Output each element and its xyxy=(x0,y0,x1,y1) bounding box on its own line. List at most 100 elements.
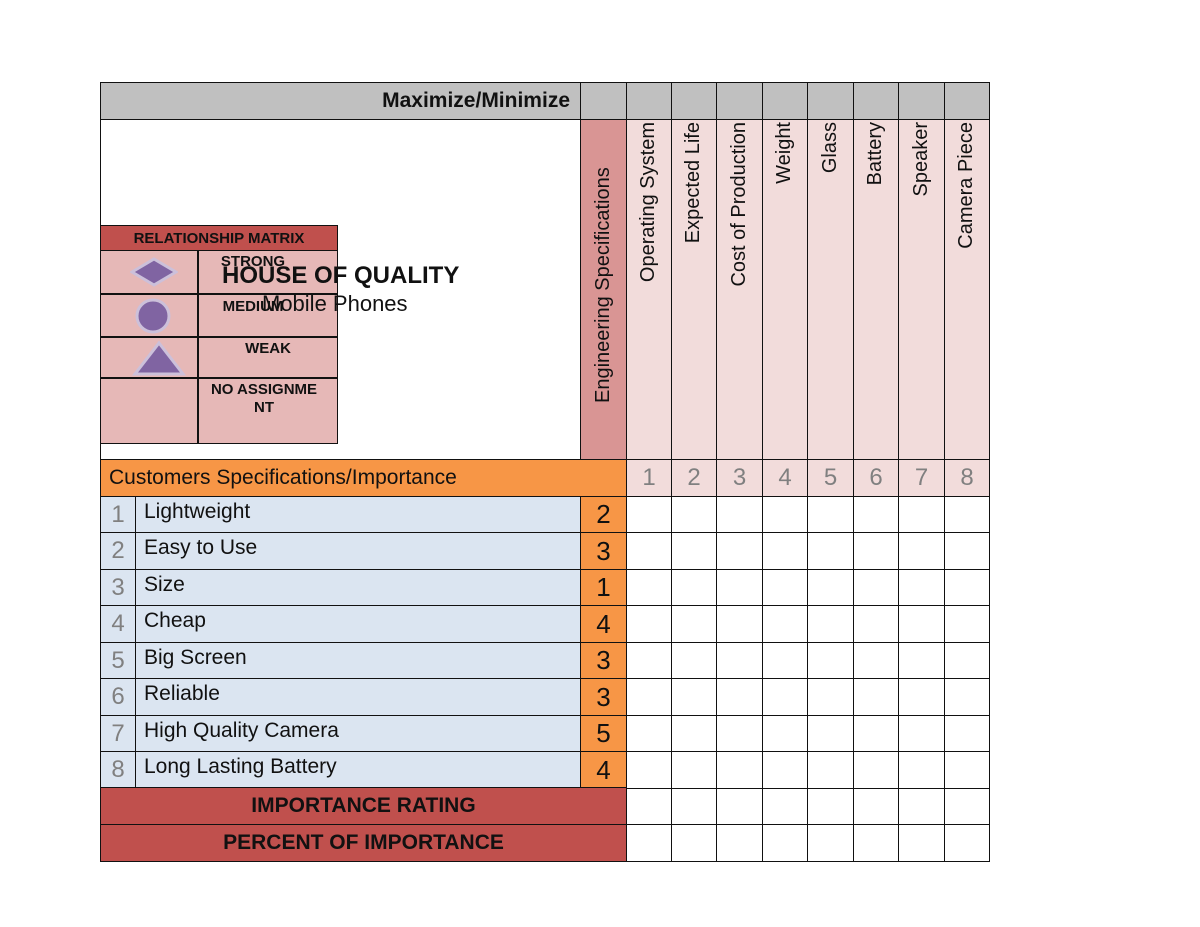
relationship-cell[interactable] xyxy=(626,605,672,643)
maximize-cell[interactable] xyxy=(671,82,717,120)
relationship-cell[interactable] xyxy=(626,532,672,570)
relationship-cell[interactable] xyxy=(944,532,990,570)
relationship-cell[interactable] xyxy=(716,496,763,533)
percent-importance-cell[interactable] xyxy=(671,824,717,862)
relationship-cell[interactable] xyxy=(716,605,763,643)
relationship-cell[interactable] xyxy=(762,496,808,533)
relationship-cell[interactable] xyxy=(853,605,899,643)
importance-rating-cell[interactable] xyxy=(626,788,672,825)
importance-rating-cell[interactable] xyxy=(853,788,899,825)
relationship-cell[interactable] xyxy=(898,496,945,533)
relationship-cell[interactable] xyxy=(716,678,763,716)
relationship-cell[interactable] xyxy=(853,642,899,679)
relationship-cell[interactable] xyxy=(716,642,763,679)
relationship-cell[interactable] xyxy=(898,678,945,716)
maximize-cell[interactable] xyxy=(898,82,945,120)
relationship-cell[interactable] xyxy=(853,715,899,752)
relationship-cell[interactable] xyxy=(944,569,990,606)
relationship-cell[interactable] xyxy=(716,532,763,570)
percent-importance-cell[interactable] xyxy=(626,824,672,862)
relationship-cell[interactable] xyxy=(807,496,854,533)
relationship-cell[interactable] xyxy=(762,532,808,570)
percent-of-importance-row: PERCENT OF IMPORTANCE xyxy=(100,824,627,862)
relationship-cell[interactable] xyxy=(626,715,672,752)
relationship-cell[interactable] xyxy=(762,605,808,643)
importance-rating-cell[interactable] xyxy=(944,788,990,825)
relationship-cell[interactable] xyxy=(944,605,990,643)
percent-importance-cell[interactable] xyxy=(944,824,990,862)
maximize-cell[interactable] xyxy=(762,82,808,120)
relationship-cell[interactable] xyxy=(898,715,945,752)
importance-rating-cell[interactable] xyxy=(671,788,717,825)
requirement-importance[interactable]: 4 xyxy=(580,605,627,643)
relationship-cell[interactable] xyxy=(898,569,945,606)
relationship-cell[interactable] xyxy=(716,751,763,789)
relationship-cell[interactable] xyxy=(898,532,945,570)
relationship-cell[interactable] xyxy=(626,642,672,679)
relationship-cell[interactable] xyxy=(898,605,945,643)
relationship-cell[interactable] xyxy=(944,751,990,789)
engineering-spec-number: 5 xyxy=(807,459,854,497)
relationship-cell[interactable] xyxy=(716,569,763,606)
requirement-importance[interactable]: 4 xyxy=(580,751,627,789)
maximize-cell[interactable] xyxy=(807,82,854,120)
relationship-cell[interactable] xyxy=(762,642,808,679)
relationship-cell[interactable] xyxy=(944,496,990,533)
relationship-cell[interactable] xyxy=(671,751,717,789)
percent-importance-cell[interactable] xyxy=(762,824,808,862)
relationship-cell[interactable] xyxy=(626,496,672,533)
relationship-cell[interactable] xyxy=(807,678,854,716)
relationship-cell[interactable] xyxy=(626,569,672,606)
relationship-cell[interactable] xyxy=(898,751,945,789)
requirement-importance[interactable]: 5 xyxy=(580,715,627,752)
maximize-cell[interactable] xyxy=(944,82,990,120)
relationship-cell[interactable] xyxy=(762,751,808,789)
requirement-importance[interactable]: 2 xyxy=(580,496,627,533)
relationship-cell[interactable] xyxy=(762,715,808,752)
relationship-cell[interactable] xyxy=(671,642,717,679)
engineering-spec-label: Expected Life xyxy=(682,122,704,244)
relationship-cell[interactable] xyxy=(807,605,854,643)
relationship-cell[interactable] xyxy=(853,569,899,606)
relationship-cell[interactable] xyxy=(853,678,899,716)
relationship-cell[interactable] xyxy=(762,569,808,606)
maximize-cell[interactable] xyxy=(626,82,672,120)
relationship-cell[interactable] xyxy=(853,496,899,533)
percent-importance-cell[interactable] xyxy=(716,824,763,862)
importance-rating-cell[interactable] xyxy=(898,788,945,825)
relationship-cell[interactable] xyxy=(762,678,808,716)
relationship-cell[interactable] xyxy=(944,715,990,752)
relationship-cell[interactable] xyxy=(807,569,854,606)
relationship-cell[interactable] xyxy=(898,642,945,679)
relationship-cell[interactable] xyxy=(626,678,672,716)
relationship-cell[interactable] xyxy=(716,715,763,752)
relationship-cell[interactable] xyxy=(807,751,854,789)
importance-rating-cell[interactable] xyxy=(716,788,763,825)
relationship-cell[interactable] xyxy=(671,532,717,570)
requirement-importance[interactable]: 3 xyxy=(580,678,627,716)
requirement-importance[interactable]: 3 xyxy=(580,642,627,679)
relationship-cell[interactable] xyxy=(853,532,899,570)
legend-divider xyxy=(100,336,338,338)
percent-importance-cell[interactable] xyxy=(898,824,945,862)
relationship-cell[interactable] xyxy=(671,496,717,533)
relationship-cell[interactable] xyxy=(671,569,717,606)
importance-rating-cell[interactable] xyxy=(762,788,808,825)
relationship-cell[interactable] xyxy=(807,642,854,679)
maximize-cell[interactable] xyxy=(716,82,763,120)
relationship-cell[interactable] xyxy=(944,678,990,716)
relationship-cell[interactable] xyxy=(807,532,854,570)
percent-importance-cell[interactable] xyxy=(853,824,899,862)
relationship-cell[interactable] xyxy=(671,715,717,752)
relationship-cell[interactable] xyxy=(807,715,854,752)
maximize-cell[interactable] xyxy=(853,82,899,120)
relationship-cell[interactable] xyxy=(626,751,672,789)
requirement-importance[interactable]: 3 xyxy=(580,532,627,570)
relationship-cell[interactable] xyxy=(853,751,899,789)
relationship-cell[interactable] xyxy=(671,678,717,716)
requirement-importance[interactable]: 1 xyxy=(580,569,627,606)
importance-rating-cell[interactable] xyxy=(807,788,854,825)
percent-importance-cell[interactable] xyxy=(807,824,854,862)
relationship-cell[interactable] xyxy=(944,642,990,679)
relationship-cell[interactable] xyxy=(671,605,717,643)
